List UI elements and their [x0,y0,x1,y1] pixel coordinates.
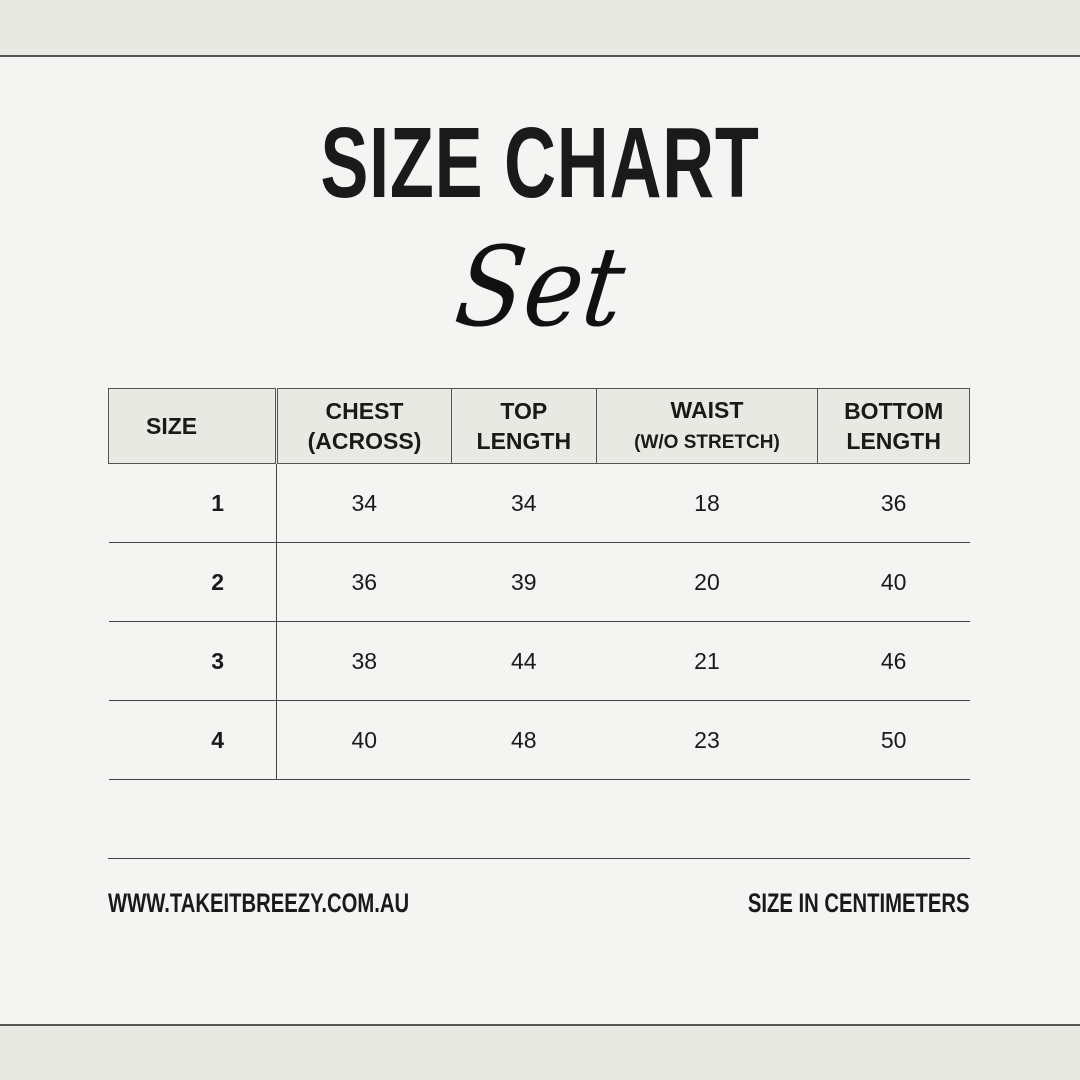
header-waist: WAIST (W/O STRETCH) [595,388,819,464]
cell-chest: 36 [276,542,452,622]
website-text[interactable]: WWW.TAKEITBREEZY.COM.AU [108,888,410,918]
cell-size: 2 [108,542,277,622]
unit-note: SIZE IN CENTIMETERS [674,888,970,919]
header-size: SIZE [108,388,278,464]
cell-bottom-length: 50 [817,700,970,780]
header-sublabel: (ACROSS) [307,428,422,454]
website-link[interactable]: WWW.TAKEITBREEZY.COM.AU [108,888,509,919]
header-sublabel: LENGTH [476,428,572,454]
cell-top-length: 44 [451,621,597,701]
header-label: SIZE [146,413,198,439]
subtitle-script: Set [0,222,1080,352]
table-header-row: SIZE CHEST (ACROSS) TOP LENGTH WAIST (W/O S… [108,388,970,464]
header-label: BOTTOM [844,398,944,424]
cell-top-length: 34 [451,463,597,543]
cell-top-length: 39 [451,542,597,622]
cell-bottom-length: 46 [817,621,970,701]
cell-size: 1 [108,463,277,543]
header-label: CHEST [325,398,404,424]
unit-note-text: SIZE IN CENTIMETERS [748,888,970,918]
top-band [0,0,1080,57]
cell-bottom-length: 40 [817,542,970,622]
cell-waist: 23 [596,700,818,780]
bottom-band [0,1024,1080,1080]
cell-size: 3 [108,621,277,701]
table-row: 2 36 39 20 40 [108,542,970,622]
cell-chest: 34 [276,463,452,543]
header-sublabel: (W/O STRETCH) [634,431,780,453]
size-table: SIZE CHEST (ACROSS) TOP LENGTH WAIST (W/O S… [108,388,970,780]
header-label: WAIST [670,396,744,423]
cell-waist: 20 [596,542,818,622]
header-sublabel: LENGTH [846,428,941,454]
cell-bottom-length: 36 [817,463,970,543]
header-chest: CHEST (ACROSS) [275,388,453,464]
cell-chest: 40 [276,700,452,780]
table-row: 4 40 48 23 50 [108,700,970,780]
cell-top-length: 48 [451,700,597,780]
header-top-length: TOP LENGTH [451,388,597,464]
subtitle-text: Set [448,223,632,351]
table-row: 1 34 34 18 36 [108,463,970,543]
footer-divider [108,858,970,859]
header-bottom-length: BOTTOM LENGTH [817,388,970,464]
cell-size: 4 [108,700,277,780]
title-text: SIZE CHART [320,107,760,219]
page-title: SIZE CHART [0,108,1080,218]
cell-waist: 21 [596,621,818,701]
table-row: 3 38 44 21 46 [108,621,970,701]
header-label: TOP [500,398,548,424]
cell-chest: 38 [276,621,452,701]
cell-waist: 18 [596,463,818,543]
